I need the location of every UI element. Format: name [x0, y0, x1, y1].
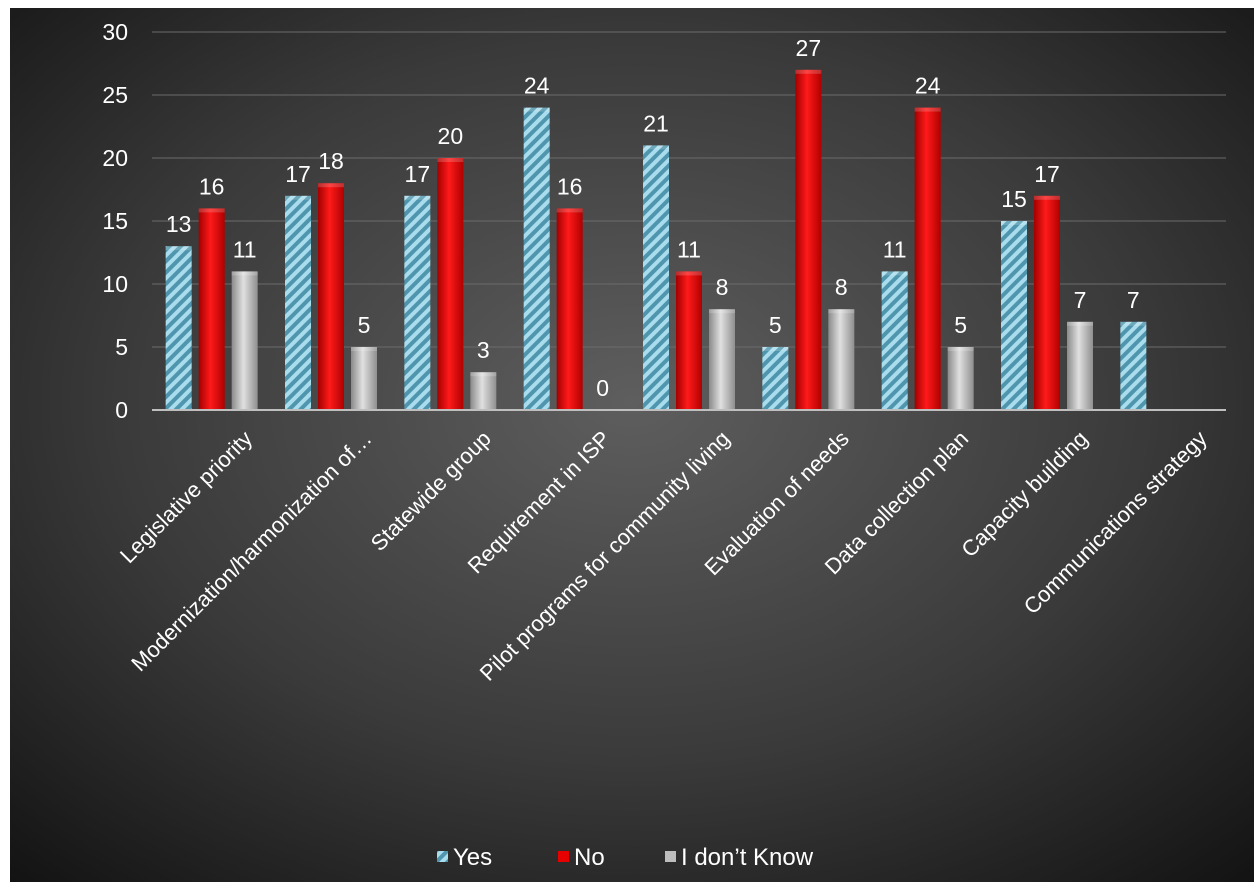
data-label-yes: 11 — [883, 236, 907, 262]
y-tick-label: 10 — [102, 271, 128, 297]
bar-cap — [165, 246, 192, 251]
bar-cap — [1067, 321, 1093, 326]
chart-background — [10, 8, 1254, 882]
data-label-yes: 5 — [769, 312, 782, 338]
bar-yes-legislative-priority — [165, 246, 192, 410]
bar-i-don-t-know-data-collection-plan — [947, 347, 974, 410]
bar-yes-statewide-group — [404, 195, 431, 410]
bar-cap — [676, 271, 702, 276]
bar-cap — [1001, 221, 1027, 225]
bar-cap — [1120, 321, 1147, 326]
bar-cap — [437, 158, 464, 162]
data-label-yes: 15 — [1001, 186, 1027, 212]
bars — [165, 69, 1147, 411]
bar-yes-requirement-in-isp — [523, 107, 550, 410]
data-labels: 13 16 11 17 18 5 17 20 3 24 16 0 21 11 8 5 27 8 11 24 5 15 17 7… — [166, 35, 1140, 401]
data-label-yes: 7 — [1127, 287, 1140, 313]
data-label-yes: 17 — [405, 161, 431, 187]
data-label-no: 24 — [915, 73, 941, 99]
data-label-no: 18 — [318, 148, 344, 174]
legend-swatch-no — [558, 851, 569, 862]
bar-cap — [1034, 195, 1060, 200]
bar-yes-communications-strategy — [1120, 321, 1147, 410]
bar-i-don-t-know-statewide-group — [470, 372, 497, 410]
bar-yes-evaluation-of-needs — [762, 347, 789, 410]
y-tick-label: 20 — [102, 145, 128, 171]
bar-no-evaluation-of-needs — [795, 69, 822, 411]
data-label-i-don-t-know: 5 — [358, 312, 371, 338]
data-label-no: 27 — [796, 35, 822, 61]
data-label-no: 11 — [677, 236, 701, 262]
bar-yes-capacity-building — [1001, 221, 1027, 410]
bar-i-don-t-know-legislative-priority — [231, 271, 258, 410]
bar-cap — [709, 309, 735, 314]
bar-cap — [762, 347, 789, 351]
bar-cap — [470, 372, 497, 377]
data-label-i-don-t-know: 5 — [954, 312, 967, 338]
bar-cap — [523, 107, 550, 112]
y-tick-label: 30 — [102, 19, 128, 45]
data-label-no: 16 — [199, 173, 225, 199]
data-label-no: 20 — [438, 123, 464, 149]
bar-cap — [198, 208, 225, 213]
legend-label-i-don-t-know: I don’t Know — [681, 844, 814, 871]
bar-cap — [556, 208, 583, 213]
bar-i-don-t-know-modernization-harmonization-of — [351, 347, 377, 410]
bar-cap — [947, 347, 974, 351]
bar-yes-pilot-programs-for-community-living — [643, 145, 669, 410]
data-label-yes: 17 — [285, 161, 311, 187]
legend-swatch-i-don-t-know — [665, 851, 676, 862]
y-tick-label: 0 — [115, 397, 128, 423]
bar-no-data-collection-plan — [914, 107, 941, 410]
bar-cap — [285, 195, 311, 200]
bar-cap — [231, 271, 258, 276]
bar-cap — [404, 195, 431, 200]
data-label-yes: 13 — [166, 211, 192, 237]
data-label-i-don-t-know: 3 — [477, 337, 490, 363]
bar-cap — [643, 145, 669, 150]
data-label-no: 16 — [557, 173, 583, 199]
y-axis: 0 5 10 15 20 25 30 — [102, 19, 128, 423]
bar-no-capacity-building — [1034, 195, 1060, 410]
y-tick-label: 5 — [115, 334, 128, 360]
legend: Yes No I don’t Know — [437, 844, 814, 871]
data-label-i-don-t-know: 11 — [233, 236, 257, 262]
y-tick-label: 25 — [102, 82, 128, 108]
bar-no-pilot-programs-for-community-living — [676, 271, 702, 410]
legend-swatch-yes — [437, 851, 448, 862]
legend-label-no: No — [574, 844, 605, 871]
bar-i-don-t-know-pilot-programs-for-community-living — [709, 309, 735, 410]
bar-i-don-t-know-evaluation-of-needs — [828, 309, 855, 410]
bar-no-modernization-harmonization-of — [318, 183, 344, 410]
bar-cap — [351, 347, 377, 351]
data-label-i-don-t-know: 8 — [835, 274, 848, 300]
bar-cap — [914, 107, 941, 112]
data-label-no: 17 — [1034, 161, 1060, 187]
bar-cap — [881, 271, 908, 276]
data-label-yes: 21 — [643, 110, 669, 136]
data-label-yes: 24 — [524, 73, 550, 99]
bar-cap — [828, 309, 855, 314]
bar-no-requirement-in-isp — [556, 208, 583, 410]
data-label-i-don-t-know: 8 — [716, 274, 729, 300]
data-label-i-don-t-know: 7 — [1074, 287, 1087, 313]
y-tick-label: 15 — [102, 208, 128, 234]
bar-no-legislative-priority — [198, 208, 225, 410]
data-label-i-don-t-know: 0 — [596, 375, 609, 401]
bar-yes-modernization-harmonization-of — [285, 195, 311, 410]
bar-i-don-t-know-capacity-building — [1067, 321, 1093, 410]
bar-no-statewide-group — [437, 158, 464, 410]
legend-label-yes: Yes — [453, 844, 492, 871]
bar-yes-data-collection-plan — [881, 271, 908, 410]
bar-cap — [318, 183, 344, 188]
bar-cap — [795, 69, 822, 74]
